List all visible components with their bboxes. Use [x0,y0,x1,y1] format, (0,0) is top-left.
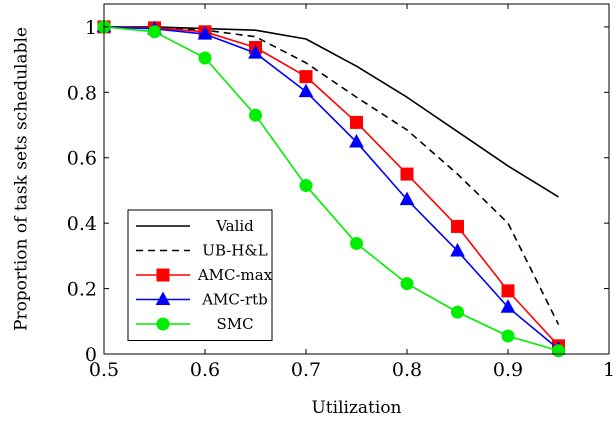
legend: Valid UB-H&L AMC-max AMC-rtb SMC [127,209,273,341]
legend-entry-amc-rtb: AMC-rtb [136,291,268,309]
data-point-smc [400,277,414,291]
data-point-amc-max [451,219,464,233]
data-point-smc [249,108,262,122]
series-line-ub-h-l [103,26,560,325]
series-line-amc-rtb [103,26,560,350]
y-tick-label: 0.4 [67,213,97,235]
series-amc-rtb [96,18,566,355]
data-point-amc-max [350,115,363,129]
data-point-amc-rtb [248,45,263,59]
legend-label: SMC [216,315,253,333]
legend-label: AMC-max [197,266,273,284]
y-tick-label: 0.2 [67,279,97,301]
legend-entry-ub-h-l: UB-H&L [136,242,268,260]
data-point-amc-rtb [298,83,314,98]
legend-entry-amc-max: AMC-max [136,266,273,284]
legend-entry-smc: SMC [136,315,254,333]
x-tick-label: 0.8 [392,359,422,381]
x-tick-label: 0.9 [493,359,523,381]
series-smc [97,20,565,358]
y-tick-label: 0.6 [67,148,97,170]
legend-label: AMC-rtb [201,291,268,309]
plot-frame [103,3,610,355]
axis-ticks: 0.5 0.6 0.7 0.8 0.9 1 0 0.2 0.4 0.6 0.8 1 [67,4,615,381]
legend-label: UB-H&L [202,242,267,260]
data-point-amc-max [400,167,414,181]
x-tick-label: 0.5 [89,359,119,381]
plot-marks [96,18,566,358]
series-ub-h-l [103,26,560,325]
series-line-smc [103,26,559,352]
legend-marker [155,291,171,305]
x-axis-label: Utilization [311,398,401,418]
data-point-smc [552,344,565,358]
data-point-smc [501,329,515,343]
y-tick-label: 0 [85,344,97,366]
x-tick-label: 0.7 [291,359,321,381]
x-tick-label: 0.6 [190,359,220,381]
data-point-amc-rtb [349,133,364,148]
data-point-smc [148,25,161,39]
data-point-amc-max [299,70,313,84]
data-point-amc-rtb [399,191,415,206]
data-point-amc-rtb [500,299,516,313]
data-point-amc-max [501,284,515,298]
data-point-smc [451,305,464,319]
series-line-valid [104,26,559,198]
data-point-smc [299,179,313,193]
y-tick-label: 1 [85,17,97,39]
data-point-smc [350,236,363,250]
series-line-amc-max [103,26,560,347]
legend-label: Valid [215,217,254,235]
legend-marker [156,317,170,331]
legend-marker [156,268,170,282]
data-point-amc-rtb [450,242,465,257]
x-tick-label: 1 [603,359,615,381]
series-valid [104,26,559,198]
data-point-smc [198,51,212,65]
y-axis-label: Proportion of task sets schedulable [12,27,32,331]
data-point-amc-rtb [197,26,213,40]
legend-entry-valid: Valid [136,217,254,235]
y-tick-label: 0.8 [67,82,97,104]
